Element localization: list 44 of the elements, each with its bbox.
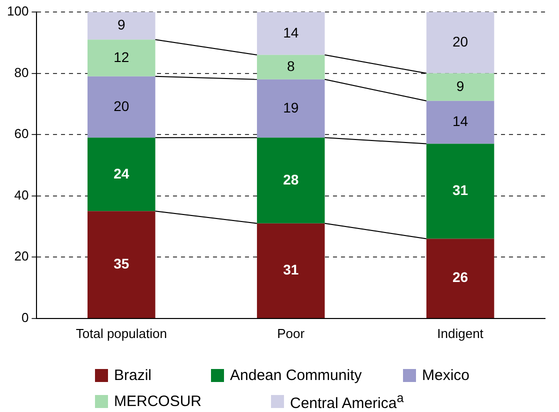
bar <box>256 223 325 318</box>
data-label: 28 <box>283 171 299 188</box>
y-tick-label: 20 <box>14 248 29 264</box>
data-label: 14 <box>452 113 468 130</box>
bar <box>426 73 494 101</box>
y-tick-label: 60 <box>14 126 29 142</box>
data-label: 9 <box>456 78 464 94</box>
x-tick-label: Indigent <box>437 326 484 341</box>
bar <box>426 100 494 144</box>
legend-label: Andean Community <box>230 366 362 384</box>
x-tick-label: Total population <box>76 326 167 341</box>
bar <box>426 238 494 318</box>
legend-label: Brazil <box>114 366 152 384</box>
bar <box>88 76 156 138</box>
data-label: 9 <box>118 16 126 33</box>
y-tick-label: 40 <box>14 187 29 202</box>
data-label: 24 <box>114 165 130 182</box>
y-tick-label: 100 <box>6 4 29 19</box>
data-label: 20 <box>452 34 468 50</box>
legend-label: MERCOSUR <box>114 392 202 410</box>
y-tick-label: 0 <box>21 310 29 325</box>
data-label: 14 <box>283 24 299 40</box>
bar <box>88 12 156 40</box>
bar <box>256 138 325 224</box>
data-label: 31 <box>452 182 468 198</box>
data-label: 35 <box>114 255 130 272</box>
data-label: 19 <box>283 99 299 116</box>
x-tick-label: Poor <box>277 326 306 341</box>
legend-label: Mexico <box>422 366 470 384</box>
data-label: 8 <box>286 58 295 74</box>
data-label: 12 <box>114 48 130 65</box>
legend-label: Central America$^{a}$ <box>290 390 404 412</box>
data-label: 26 <box>452 269 468 286</box>
bar <box>256 79 325 138</box>
bar <box>256 12 325 55</box>
data-label: 31 <box>283 262 299 278</box>
bar <box>88 211 156 318</box>
bar <box>88 138 156 212</box>
bar <box>88 40 156 76</box>
bar <box>256 54 325 80</box>
data-label: 20 <box>114 98 130 114</box>
y-tick-label: 80 <box>14 64 29 80</box>
bar <box>426 12 494 74</box>
bar <box>426 144 494 239</box>
